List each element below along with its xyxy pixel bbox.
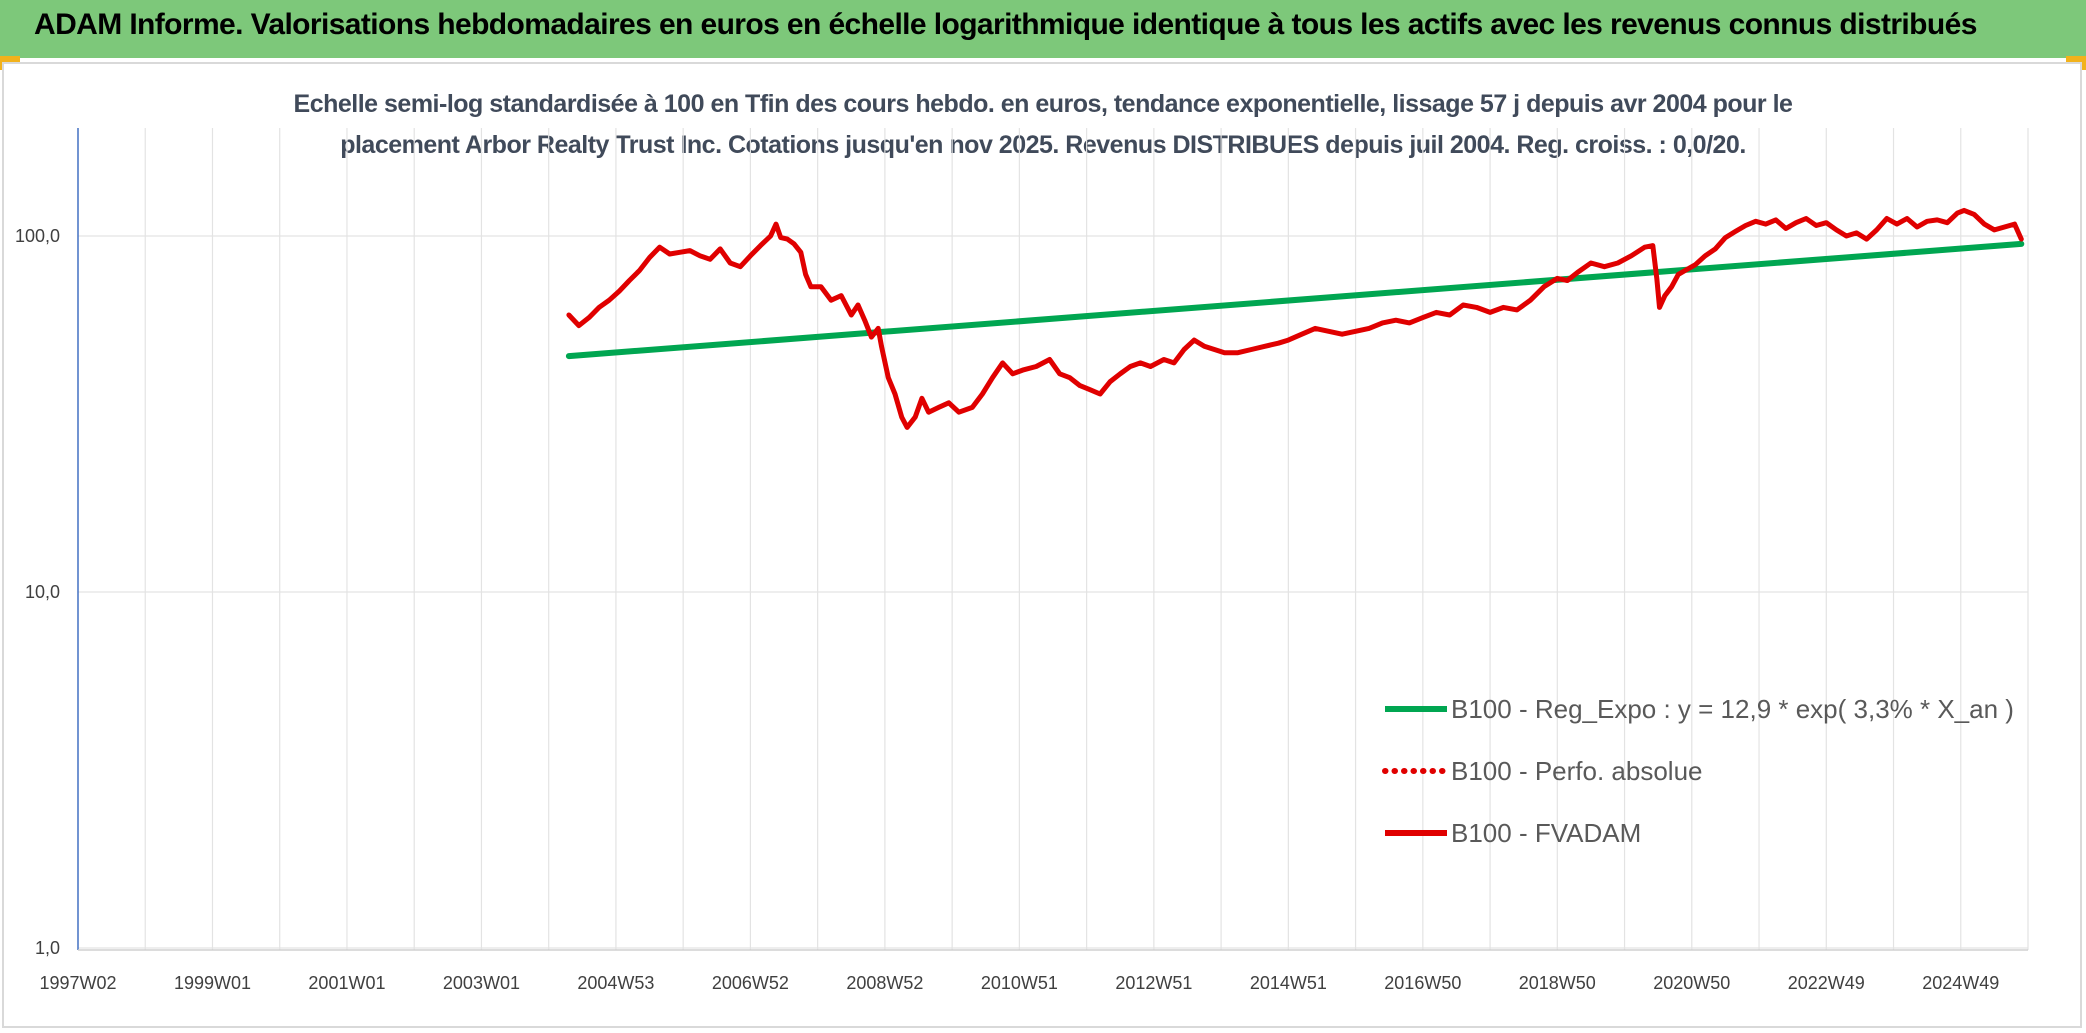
- chart-title-line-1: Echelle semi-log standardisée à 100 en T…: [293, 90, 1793, 118]
- trend-line: [565, 240, 2025, 360]
- legend-label: B100 - Perfo. absolue: [1451, 756, 1703, 786]
- x-tick-label: 2022W49: [1788, 973, 1865, 993]
- header-bar: ADAM Informe. Valorisations hebdomadaire…: [0, 0, 2086, 58]
- x-tick-label: 2024W49: [1922, 973, 1999, 993]
- legend-label: B100 - FVADAM: [1451, 818, 1641, 848]
- x-tick-label: 2003W01: [443, 973, 520, 993]
- x-tick-label: 2016W50: [1384, 973, 1461, 993]
- legend-label: B100 - Reg_Expo : y = 12,9 * exp( 3,3% *…: [1451, 694, 2014, 724]
- x-tick-label: 1999W01: [174, 973, 251, 993]
- x-tick-label: 2020W50: [1653, 973, 1730, 993]
- x-tick-label: 2014W51: [1250, 973, 1327, 993]
- x-tick-label: 2010W51: [981, 973, 1058, 993]
- x-tick-label: 2006W52: [712, 973, 789, 993]
- y-tick-label: 100,0: [15, 226, 60, 246]
- report-title: ADAM Informe. Valorisations hebdomadaire…: [34, 8, 1977, 41]
- x-tick-label: 1997W02: [39, 973, 116, 993]
- fvadam-line: [566, 207, 2024, 430]
- x-tick-label: 2018W50: [1519, 973, 1596, 993]
- chart-frame: [2, 62, 2082, 1028]
- x-tick-label: 2012W51: [1115, 973, 1192, 993]
- x-tick-label: 2004W53: [577, 973, 654, 993]
- x-tick-label: 2001W01: [308, 973, 385, 993]
- chart-title-line-2: placement Arbor Realty Trust Inc. Cotati…: [340, 131, 1746, 159]
- y-tick-label: 1,0: [35, 938, 60, 958]
- y-tick-label: 10,0: [25, 582, 60, 602]
- gridlines: [77, 128, 2029, 950]
- x-tick-label: 2008W52: [846, 973, 923, 993]
- legend: B100 - Reg_Expo : y = 12,9 * exp( 3,3% *…: [1382, 694, 2014, 848]
